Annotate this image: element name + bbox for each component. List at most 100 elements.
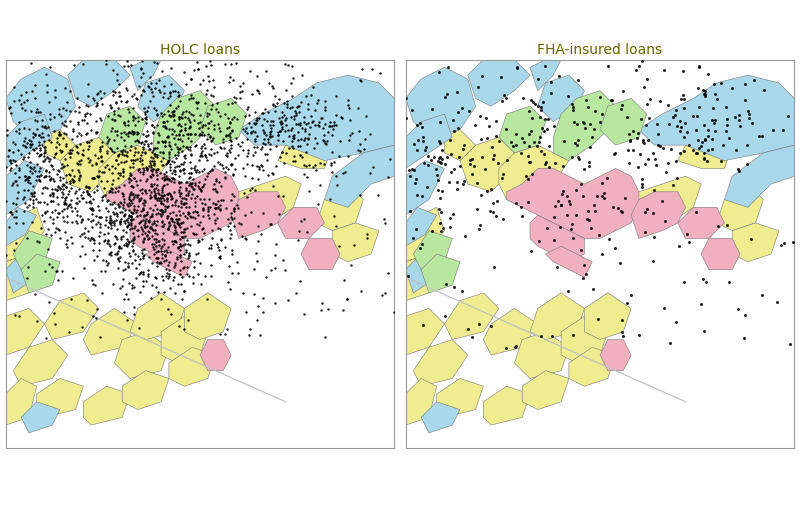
- Point: [94, 177, 107, 185]
- Point: [234, 142, 246, 150]
- Point: [31, 117, 44, 125]
- Point: [70, 217, 82, 225]
- Point: [172, 162, 185, 170]
- Point: [9, 219, 22, 227]
- Point: [114, 252, 126, 261]
- Point: [310, 166, 322, 174]
- Point: [157, 92, 170, 101]
- Point: [20, 139, 33, 147]
- Point: [301, 228, 314, 236]
- Point: [11, 146, 24, 154]
- Point: [606, 96, 618, 104]
- Point: [63, 146, 76, 154]
- Point: [154, 206, 166, 214]
- Polygon shape: [514, 332, 569, 378]
- Point: [105, 248, 118, 256]
- Point: [103, 135, 116, 143]
- Point: [155, 247, 168, 255]
- Point: [173, 91, 186, 99]
- Point: [325, 161, 338, 169]
- Point: [136, 249, 149, 258]
- Point: [157, 221, 170, 230]
- Point: [678, 278, 691, 286]
- Point: [122, 218, 134, 227]
- Point: [529, 100, 542, 108]
- Point: [690, 149, 702, 157]
- Point: [288, 112, 301, 120]
- Point: [709, 116, 722, 124]
- Point: [214, 127, 226, 135]
- Point: [42, 245, 54, 253]
- Point: [151, 138, 164, 146]
- Point: [410, 191, 423, 199]
- Point: [358, 145, 370, 153]
- Point: [174, 242, 187, 250]
- Point: [162, 157, 174, 166]
- Point: [53, 130, 66, 138]
- Point: [193, 156, 206, 164]
- Point: [148, 180, 161, 188]
- Point: [222, 123, 235, 131]
- Point: [526, 114, 538, 122]
- Point: [243, 67, 256, 75]
- Point: [145, 188, 158, 197]
- Point: [166, 217, 179, 225]
- Point: [498, 91, 510, 99]
- Point: [182, 208, 194, 216]
- Point: [682, 238, 695, 246]
- Point: [146, 226, 159, 234]
- Point: [162, 305, 174, 313]
- Point: [110, 250, 123, 259]
- Point: [30, 176, 42, 184]
- Point: [30, 105, 43, 113]
- Point: [157, 161, 170, 169]
- Point: [196, 76, 209, 84]
- Point: [239, 308, 252, 316]
- Point: [138, 223, 151, 231]
- Point: [367, 163, 380, 171]
- Point: [576, 192, 589, 200]
- Point: [18, 98, 30, 106]
- Point: [318, 97, 331, 105]
- Point: [106, 185, 118, 193]
- Point: [90, 172, 103, 180]
- Point: [658, 216, 671, 225]
- Point: [189, 179, 202, 187]
- Point: [58, 120, 70, 129]
- Point: [175, 114, 188, 122]
- Point: [552, 197, 565, 205]
- Polygon shape: [554, 90, 615, 161]
- Point: [60, 204, 73, 212]
- Point: [204, 151, 217, 160]
- Point: [156, 218, 169, 226]
- Point: [158, 137, 171, 145]
- Point: [72, 160, 85, 168]
- Point: [124, 216, 137, 224]
- Point: [305, 91, 318, 100]
- Point: [139, 163, 152, 171]
- Point: [29, 131, 42, 139]
- Point: [131, 191, 144, 199]
- Point: [21, 203, 34, 211]
- Point: [222, 100, 234, 108]
- Point: [110, 216, 122, 224]
- Point: [209, 219, 222, 227]
- Point: [30, 195, 42, 203]
- Point: [154, 169, 166, 177]
- Point: [121, 223, 134, 231]
- Point: [34, 177, 47, 185]
- Point: [148, 185, 161, 193]
- Point: [480, 187, 493, 195]
- Point: [158, 197, 170, 205]
- Point: [42, 154, 54, 163]
- Point: [160, 203, 173, 211]
- Point: [149, 150, 162, 158]
- Point: [302, 135, 314, 143]
- Point: [138, 108, 151, 116]
- Point: [214, 144, 227, 152]
- Point: [22, 136, 35, 144]
- Point: [276, 108, 289, 116]
- Point: [118, 240, 130, 248]
- Point: [116, 201, 129, 209]
- Point: [163, 190, 176, 198]
